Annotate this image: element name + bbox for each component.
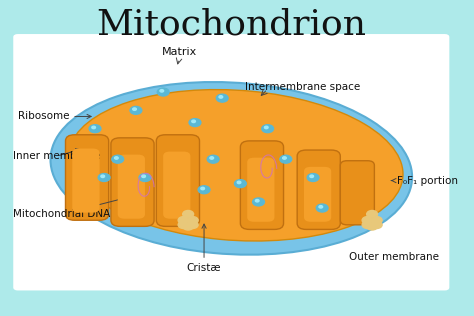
Circle shape: [178, 221, 189, 228]
Circle shape: [237, 181, 241, 184]
Circle shape: [319, 206, 323, 208]
Text: F₀F₁ portion: F₀F₁ portion: [392, 176, 458, 185]
Circle shape: [207, 155, 219, 163]
Circle shape: [264, 126, 268, 129]
Circle shape: [112, 155, 124, 163]
Circle shape: [307, 173, 319, 181]
Ellipse shape: [69, 90, 403, 241]
Circle shape: [130, 106, 142, 114]
Circle shape: [192, 120, 195, 123]
Circle shape: [189, 118, 201, 126]
Circle shape: [367, 223, 378, 230]
Circle shape: [280, 155, 292, 163]
Circle shape: [201, 187, 204, 190]
Circle shape: [262, 125, 273, 133]
Circle shape: [182, 223, 193, 230]
Text: Mitochondrion: Mitochondrion: [96, 8, 366, 42]
Circle shape: [310, 175, 313, 178]
FancyBboxPatch shape: [118, 155, 145, 219]
FancyBboxPatch shape: [340, 161, 374, 225]
Circle shape: [157, 88, 169, 96]
Circle shape: [198, 186, 210, 194]
Text: Ribosome: Ribosome: [18, 112, 91, 121]
Circle shape: [98, 173, 110, 181]
Circle shape: [142, 175, 146, 178]
Text: Outer membrane: Outer membrane: [349, 252, 439, 262]
Circle shape: [115, 157, 118, 159]
FancyBboxPatch shape: [163, 152, 191, 219]
Circle shape: [367, 210, 378, 218]
Circle shape: [182, 210, 193, 218]
FancyBboxPatch shape: [297, 150, 340, 229]
Ellipse shape: [51, 82, 412, 255]
Circle shape: [371, 221, 382, 228]
Circle shape: [371, 216, 382, 224]
Circle shape: [133, 108, 137, 110]
Circle shape: [101, 175, 105, 178]
Circle shape: [216, 94, 228, 102]
FancyBboxPatch shape: [73, 149, 100, 213]
Text: Inner membrane: Inner membrane: [13, 149, 100, 161]
Circle shape: [92, 126, 95, 129]
Circle shape: [253, 198, 264, 206]
Ellipse shape: [166, 93, 324, 134]
Text: Cristæ: Cristæ: [187, 224, 221, 273]
Circle shape: [187, 221, 198, 228]
Circle shape: [362, 216, 373, 224]
FancyBboxPatch shape: [111, 138, 154, 226]
FancyBboxPatch shape: [65, 135, 109, 220]
Text: Mitochondrial DNA: Mitochondrial DNA: [13, 196, 130, 219]
Circle shape: [283, 157, 286, 159]
Circle shape: [139, 173, 151, 181]
Circle shape: [178, 216, 189, 224]
Circle shape: [235, 180, 246, 188]
FancyBboxPatch shape: [156, 135, 200, 226]
Text: Intermembrane space: Intermembrane space: [245, 82, 360, 93]
FancyBboxPatch shape: [247, 158, 274, 222]
Circle shape: [255, 199, 259, 202]
Circle shape: [160, 90, 164, 92]
Text: Matrix: Matrix: [162, 47, 197, 57]
Circle shape: [187, 216, 198, 224]
FancyBboxPatch shape: [304, 167, 331, 222]
Circle shape: [362, 221, 373, 228]
Circle shape: [89, 125, 101, 133]
Circle shape: [219, 96, 223, 98]
Circle shape: [316, 204, 328, 212]
FancyBboxPatch shape: [13, 34, 449, 290]
Circle shape: [210, 157, 214, 159]
FancyBboxPatch shape: [240, 141, 283, 229]
